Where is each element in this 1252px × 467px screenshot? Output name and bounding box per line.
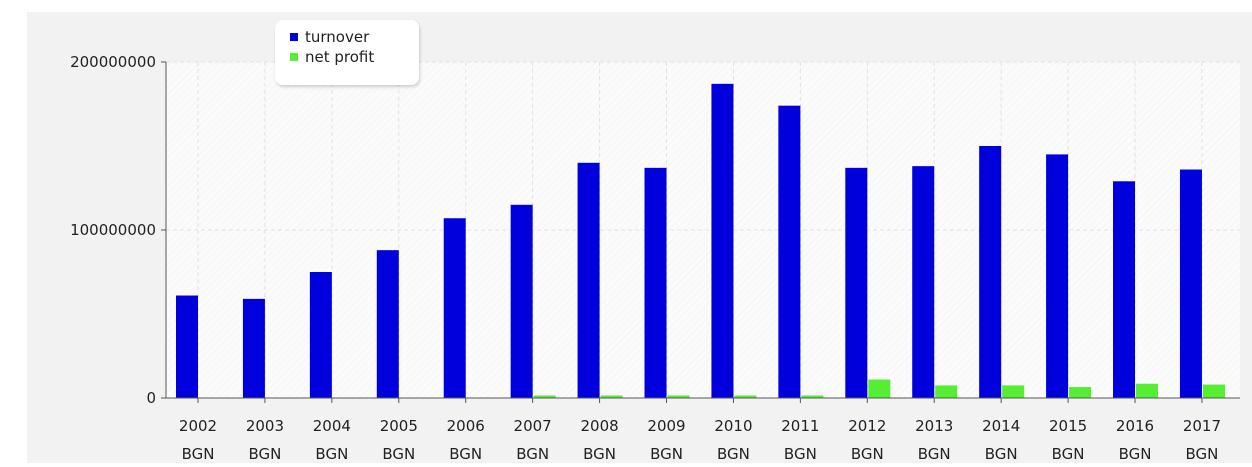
net-profit-bar — [935, 385, 958, 398]
x-tick-label: 2014 — [982, 417, 1020, 435]
turnover-bar — [242, 298, 265, 398]
x-tick-unit-label: BGN — [717, 445, 750, 463]
x-tick-label: 2007 — [514, 417, 552, 435]
x-tick-unit-label: BGN — [449, 445, 482, 463]
x-tick-unit-label: BGN — [918, 445, 951, 463]
x-tick-label: 2004 — [313, 417, 351, 435]
x-tick-unit-label: BGN — [1119, 445, 1152, 463]
x-tick-label: 2006 — [447, 417, 485, 435]
x-tick-label: 2013 — [915, 417, 953, 435]
bars — [176, 83, 1225, 399]
x-tick-unit-label: BGN — [851, 445, 884, 463]
turnover-bar — [711, 83, 734, 398]
y-tick-label: 0 — [146, 389, 156, 407]
x-tick-unit-label: BGN — [516, 445, 549, 463]
x-tick-label: 2008 — [580, 417, 618, 435]
x-tick-unit-label: BGN — [650, 445, 683, 463]
turnover-bar — [1046, 154, 1069, 398]
turnover-bar — [176, 295, 198, 398]
x-tick-unit-label: BGN — [182, 445, 215, 463]
turnover-bar — [845, 167, 868, 398]
x-tick-label: 2009 — [647, 417, 685, 435]
x-tick-unit-label: BGN — [985, 445, 1018, 463]
x-tick-label: 2005 — [380, 417, 418, 435]
x-tick-label: 2003 — [246, 417, 284, 435]
legend-swatch — [290, 33, 298, 41]
legend-label: net profit — [305, 48, 374, 66]
x-tick-label: 2012 — [848, 417, 886, 435]
turnover-bar — [1113, 181, 1136, 398]
net-profit-bar — [1069, 387, 1092, 398]
x-tick-label: 2017 — [1183, 417, 1221, 435]
x-tick-unit-label: BGN — [1052, 445, 1085, 463]
net-profit-bar — [1002, 385, 1025, 398]
y-tick-label: 100000000 — [70, 221, 156, 239]
turnover-bar — [510, 204, 533, 398]
net-profit-bar — [801, 395, 824, 398]
turnover-bar — [577, 162, 600, 398]
x-tick-unit-label: BGN — [583, 445, 616, 463]
turnover-bar — [443, 218, 466, 398]
turnover-bar — [1179, 169, 1202, 398]
x-tick-label: 2002 — [179, 417, 217, 435]
x-tick-label: 2016 — [1116, 417, 1154, 435]
turnover-bar — [979, 146, 1002, 398]
x-tick-unit-label: BGN — [784, 445, 817, 463]
x-tick-unit-label: BGN — [248, 445, 281, 463]
turnover-bar — [309, 272, 332, 398]
legend-box — [275, 20, 419, 85]
tick-labels: 0 100000000 200000000 2002 BGN 2003 BGN 2004 BGN… — [70, 53, 1221, 463]
x-tick-label: 2015 — [1049, 417, 1087, 435]
net-profit-bar — [667, 395, 690, 398]
y-tick-label: 200000000 — [70, 53, 156, 71]
net-profit-bar — [1202, 384, 1225, 398]
legend-label: turnover — [305, 28, 370, 46]
turnover-bar — [376, 250, 399, 398]
net-profit-bar — [1136, 383, 1159, 398]
net-profit-bar — [600, 395, 623, 398]
turnover-bar — [912, 166, 935, 398]
x-tick-unit-label: BGN — [315, 445, 348, 463]
x-tick-label: 2011 — [781, 417, 819, 435]
net-profit-bar — [533, 395, 556, 398]
turnover-bar — [644, 167, 667, 398]
legend: turnover net profit — [275, 20, 419, 85]
turnover-bar — [778, 105, 801, 399]
legend-swatch — [290, 53, 298, 61]
axes — [161, 61, 1240, 403]
net-profit-bar — [734, 395, 757, 398]
x-tick-unit-label: BGN — [1186, 445, 1219, 463]
x-tick-label: 2010 — [714, 417, 752, 435]
x-tick-unit-label: BGN — [382, 445, 415, 463]
net-profit-bar — [868, 379, 891, 398]
